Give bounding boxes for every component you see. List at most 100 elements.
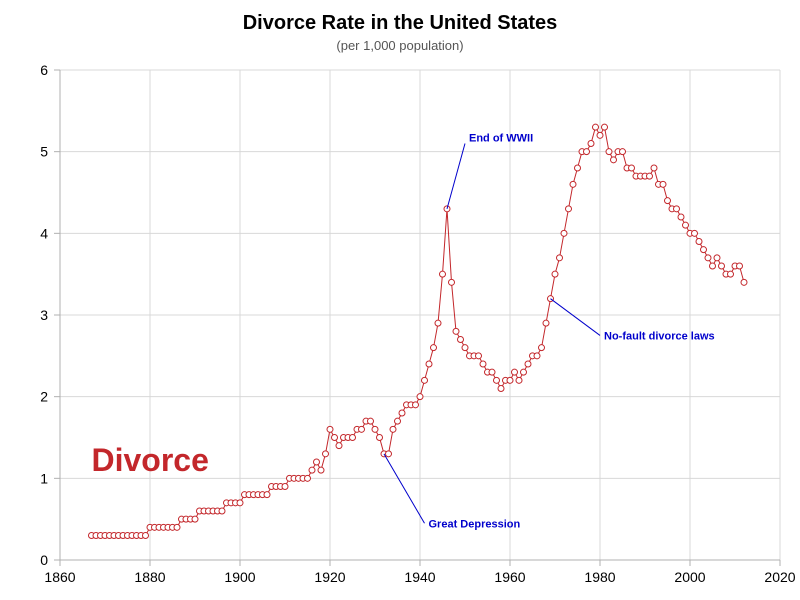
annotation-label: No-fault divorce laws xyxy=(604,330,715,342)
annotation-label: Great Depression xyxy=(429,518,521,530)
data-marker xyxy=(678,214,684,220)
data-marker xyxy=(309,467,315,473)
data-marker xyxy=(597,132,603,138)
data-marker xyxy=(386,451,392,457)
data-marker xyxy=(476,353,482,359)
y-tick-label: 4 xyxy=(40,225,48,241)
data-marker xyxy=(692,230,698,236)
y-tick-label: 6 xyxy=(40,62,48,78)
data-marker xyxy=(377,435,383,441)
gridlines xyxy=(60,70,780,560)
data-marker xyxy=(665,198,671,204)
data-marker xyxy=(350,435,356,441)
y-axis-ticks: 0 1 2 3 4 5 6 xyxy=(40,62,60,568)
data-marker xyxy=(264,492,270,498)
data-marker xyxy=(426,361,432,367)
x-tick-label: 1940 xyxy=(404,569,435,585)
data-marker xyxy=(602,124,608,130)
data-marker xyxy=(543,320,549,326)
data-marker xyxy=(219,508,225,514)
data-marker xyxy=(674,206,680,212)
data-marker xyxy=(629,165,635,171)
data-marker xyxy=(647,173,653,179)
data-marker xyxy=(593,124,599,130)
data-marker xyxy=(395,418,401,424)
data-marker xyxy=(359,426,365,432)
data-marker xyxy=(282,484,288,490)
data-marker xyxy=(719,263,725,269)
data-marker xyxy=(710,263,716,269)
y-tick-label: 2 xyxy=(40,389,48,405)
y-tick-label: 1 xyxy=(40,470,48,486)
chart-svg: 1860188019001920194019601980200020200123… xyxy=(0,0,800,600)
data-marker xyxy=(683,222,689,228)
data-marker xyxy=(372,426,378,432)
data-marker xyxy=(318,467,324,473)
data-marker xyxy=(336,443,342,449)
data-marker xyxy=(516,377,522,383)
data-marker xyxy=(435,320,441,326)
data-marker xyxy=(192,516,198,522)
x-axis-ticks: 186018801900192019401960198020002020 xyxy=(44,560,795,585)
data-marker xyxy=(453,328,459,334)
y-tick-label: 3 xyxy=(40,307,48,323)
data-marker xyxy=(714,255,720,261)
data-marker xyxy=(561,230,567,236)
y-tick-label: 0 xyxy=(40,552,48,568)
data-marker xyxy=(399,410,405,416)
data-marker xyxy=(660,181,666,187)
data-marker xyxy=(575,165,581,171)
data-marker xyxy=(741,279,747,285)
data-marker xyxy=(237,500,243,506)
x-tick-label: 1900 xyxy=(224,569,255,585)
data-marker xyxy=(611,157,617,163)
x-tick-label: 2020 xyxy=(764,569,795,585)
data-marker xyxy=(584,149,590,155)
annotation-line xyxy=(551,299,601,336)
data-marker xyxy=(417,394,423,400)
data-marker xyxy=(737,263,743,269)
chart-container: Divorce Rate in the United States (per 1… xyxy=(0,0,800,600)
data-marker xyxy=(413,402,419,408)
annotation-line xyxy=(384,454,425,523)
x-tick-label: 1860 xyxy=(44,569,75,585)
data-marker xyxy=(525,361,531,367)
data-marker xyxy=(143,533,149,539)
data-marker xyxy=(494,377,500,383)
data-marker xyxy=(449,279,455,285)
data-marker xyxy=(498,386,504,392)
data-marker xyxy=(651,165,657,171)
y-tick-label: 5 xyxy=(40,144,48,160)
data-marker xyxy=(606,149,612,155)
annotation-label: End of WWII xyxy=(469,133,533,145)
data-marker xyxy=(620,149,626,155)
data-marker xyxy=(327,426,333,432)
data-marker xyxy=(458,337,464,343)
data-marker xyxy=(422,377,428,383)
data-marker xyxy=(701,247,707,253)
data-marker xyxy=(696,239,702,245)
data-marker xyxy=(512,369,518,375)
data-marker xyxy=(305,475,311,481)
data-marker xyxy=(570,181,576,187)
data-marker xyxy=(390,426,396,432)
data-marker xyxy=(521,369,527,375)
data-marker xyxy=(368,418,374,424)
data-marker xyxy=(440,271,446,277)
data-marker xyxy=(588,141,594,147)
data-marker xyxy=(557,255,563,261)
data-marker xyxy=(507,377,513,383)
series-big-label: Divorce xyxy=(92,442,209,479)
x-tick-label: 1880 xyxy=(134,569,165,585)
data-marker xyxy=(552,271,558,277)
annotation-line xyxy=(447,144,465,209)
data-marker xyxy=(728,271,734,277)
data-marker xyxy=(431,345,437,351)
data-marker xyxy=(480,361,486,367)
data-marker xyxy=(323,451,329,457)
x-tick-label: 1920 xyxy=(314,569,345,585)
data-marker xyxy=(539,345,545,351)
data-marker xyxy=(174,524,180,530)
data-marker xyxy=(314,459,320,465)
x-tick-label: 2000 xyxy=(674,569,705,585)
